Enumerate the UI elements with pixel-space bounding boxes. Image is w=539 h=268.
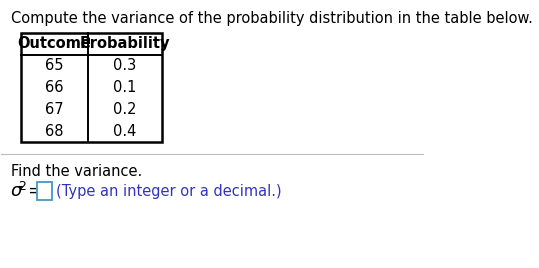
Text: Outcome: Outcome: [17, 36, 91, 51]
Text: 68: 68: [45, 124, 64, 139]
Bar: [38, 183, 52, 200]
Text: (Type an integer or a decimal.): (Type an integer or a decimal.): [56, 184, 281, 199]
Text: Compute the variance of the probability distribution in the table below.: Compute the variance of the probability …: [11, 11, 533, 26]
Text: Probability: Probability: [80, 36, 170, 51]
Text: 0.3: 0.3: [113, 58, 136, 73]
Text: 2: 2: [18, 180, 26, 193]
Text: 66: 66: [45, 80, 64, 95]
Text: 67: 67: [45, 102, 64, 117]
Text: Find the variance.: Find the variance.: [11, 164, 142, 179]
Text: 0.4: 0.4: [113, 124, 136, 139]
Text: =: =: [23, 183, 42, 200]
Text: σ: σ: [11, 183, 22, 200]
Text: 65: 65: [45, 58, 64, 73]
Text: 0.2: 0.2: [113, 102, 137, 117]
Text: 0.1: 0.1: [113, 80, 136, 95]
Bar: [21, 33, 162, 142]
